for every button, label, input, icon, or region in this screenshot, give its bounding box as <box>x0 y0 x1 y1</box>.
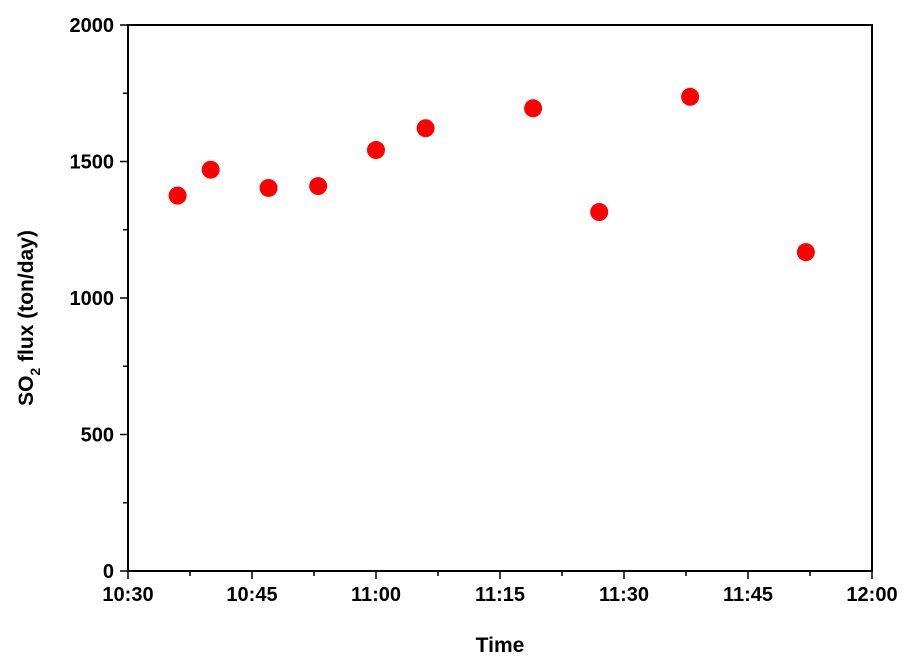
y-axis-title-suffix: flux (ton/day) <box>15 230 38 368</box>
x-tick-label: 10:45 <box>226 584 277 606</box>
x-tick-label: 11:00 <box>351 584 401 606</box>
y-axis-title-prefix: SO <box>15 376 38 406</box>
x-tick-label: 10:30 <box>102 584 153 606</box>
data-point <box>524 99 543 118</box>
y-axis-title: SO2 flux (ton/day) <box>15 230 43 406</box>
data-point <box>796 243 815 262</box>
y-tick-label: 0 <box>103 561 114 583</box>
y-tick-label: 1000 <box>70 288 115 310</box>
x-tick-label: 11:15 <box>475 584 525 606</box>
data-point <box>168 186 187 205</box>
data-point <box>681 87 700 106</box>
data-point <box>590 203 609 222</box>
y-tick-label: 500 <box>81 425 114 447</box>
plot-area <box>127 24 873 572</box>
x-axis-title: Time <box>476 634 525 657</box>
data-point <box>416 119 435 138</box>
y-axis-title-subscript: 2 <box>27 368 43 376</box>
data-point <box>201 160 220 179</box>
data-point <box>309 177 328 196</box>
data-point <box>367 141 385 160</box>
x-tick-label: 11:30 <box>599 584 649 606</box>
x-tick-label: 11:45 <box>723 584 773 606</box>
y-tick-label: 2000 <box>70 15 115 37</box>
y-tick-label: 1500 <box>70 152 115 174</box>
x-tick-label: 12:00 <box>846 584 897 606</box>
data-point <box>259 178 278 197</box>
